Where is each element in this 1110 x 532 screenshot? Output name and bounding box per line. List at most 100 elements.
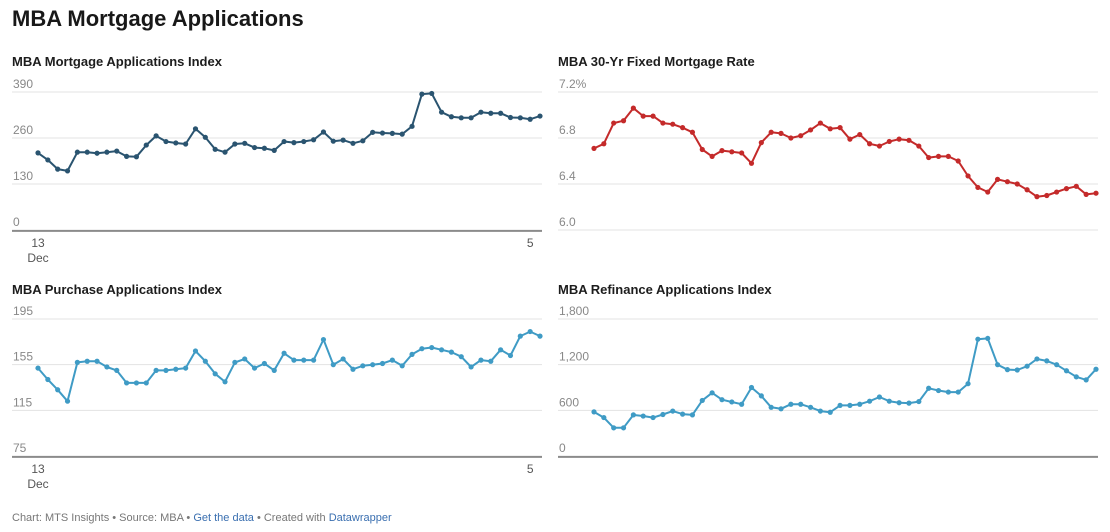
data-point bbox=[965, 173, 971, 179]
data-point bbox=[84, 149, 90, 155]
data-point bbox=[232, 359, 238, 365]
y-tick-label: 155 bbox=[13, 350, 33, 364]
data-point bbox=[251, 365, 258, 371]
refinance-index-chart: 0 600 1,200 1,800 bbox=[558, 304, 1099, 458]
series-line bbox=[37, 330, 541, 403]
y-tick-label: 115 bbox=[13, 395, 32, 409]
data-point bbox=[360, 138, 366, 144]
data-point bbox=[143, 142, 149, 148]
data-point bbox=[876, 143, 883, 149]
data-point bbox=[379, 360, 386, 367]
data-point bbox=[222, 379, 228, 385]
data-point bbox=[601, 414, 607, 421]
data-point bbox=[183, 141, 189, 147]
data-point bbox=[719, 397, 725, 403]
data-point bbox=[670, 408, 676, 414]
data-point bbox=[55, 166, 61, 172]
data-point bbox=[114, 367, 120, 373]
data-point bbox=[1014, 367, 1020, 373]
data-point bbox=[409, 123, 415, 129]
data-point bbox=[758, 393, 764, 399]
data-point bbox=[537, 333, 543, 339]
data-point bbox=[232, 141, 238, 147]
data-point bbox=[650, 414, 656, 421]
data-point bbox=[798, 401, 804, 407]
data-point bbox=[64, 168, 71, 174]
datawrapper-link[interactable]: Datawrapper bbox=[328, 512, 392, 524]
data-point bbox=[104, 149, 110, 155]
x-tick-label: Dec bbox=[27, 477, 48, 491]
data-point bbox=[74, 149, 80, 155]
data-point bbox=[847, 136, 853, 142]
data-point bbox=[748, 384, 755, 391]
data-point bbox=[788, 135, 794, 141]
data-point bbox=[114, 148, 120, 154]
data-point bbox=[965, 381, 971, 387]
data-point bbox=[291, 357, 297, 363]
data-point bbox=[370, 362, 376, 368]
data-point bbox=[389, 130, 395, 136]
data-point bbox=[847, 402, 853, 408]
data-point bbox=[591, 145, 597, 151]
data-point bbox=[935, 153, 942, 159]
data-point bbox=[419, 91, 425, 97]
data-point bbox=[1004, 367, 1011, 373]
data-point bbox=[1054, 189, 1060, 195]
data-point bbox=[537, 113, 543, 119]
data-point bbox=[498, 110, 504, 116]
data-point bbox=[527, 328, 533, 335]
data-point bbox=[153, 367, 159, 373]
data-point bbox=[507, 114, 514, 121]
data-point bbox=[630, 412, 636, 418]
get-the-data-link[interactable]: Get the data bbox=[193, 512, 254, 524]
data-point bbox=[906, 137, 912, 143]
data-point bbox=[281, 138, 287, 145]
data-point bbox=[94, 358, 100, 364]
data-point bbox=[192, 126, 199, 132]
data-point bbox=[330, 362, 336, 368]
data-point bbox=[153, 133, 159, 139]
data-point bbox=[271, 367, 277, 373]
data-point bbox=[926, 154, 932, 161]
data-point bbox=[45, 157, 51, 163]
series-line bbox=[593, 337, 1097, 429]
data-point bbox=[1073, 374, 1079, 380]
data-point bbox=[985, 335, 991, 342]
data-point bbox=[748, 160, 755, 166]
data-point bbox=[370, 129, 376, 135]
y-tick-label: 260 bbox=[13, 123, 33, 137]
y-tick-label: 7.2% bbox=[559, 77, 587, 91]
data-point bbox=[448, 114, 455, 120]
data-point bbox=[458, 354, 464, 360]
data-point bbox=[975, 184, 981, 191]
panel-title-purchase-index: MBA Purchase Applications Index bbox=[12, 282, 222, 297]
y-tick-label: 1,200 bbox=[559, 350, 589, 364]
data-point bbox=[163, 367, 169, 373]
data-point bbox=[242, 140, 248, 146]
data-point bbox=[212, 371, 218, 377]
data-point bbox=[916, 398, 922, 405]
data-point bbox=[488, 110, 494, 116]
data-point bbox=[498, 347, 504, 353]
data-point bbox=[350, 140, 356, 146]
data-point bbox=[527, 116, 533, 122]
data-point bbox=[281, 350, 287, 356]
data-point bbox=[55, 387, 61, 393]
x-tick-label: Dec bbox=[27, 251, 48, 265]
data-point bbox=[660, 411, 666, 418]
data-point bbox=[212, 146, 218, 152]
data-point bbox=[679, 411, 686, 417]
data-point bbox=[758, 140, 764, 146]
data-point bbox=[173, 366, 179, 372]
data-point bbox=[837, 125, 843, 131]
data-point bbox=[517, 333, 523, 339]
data-point bbox=[1024, 363, 1030, 369]
data-point bbox=[173, 140, 179, 146]
data-point bbox=[261, 145, 267, 151]
data-point bbox=[827, 409, 833, 415]
data-point bbox=[611, 425, 617, 431]
data-point bbox=[507, 352, 514, 359]
data-point bbox=[478, 357, 484, 363]
footer-created-with: Created with bbox=[263, 512, 326, 524]
